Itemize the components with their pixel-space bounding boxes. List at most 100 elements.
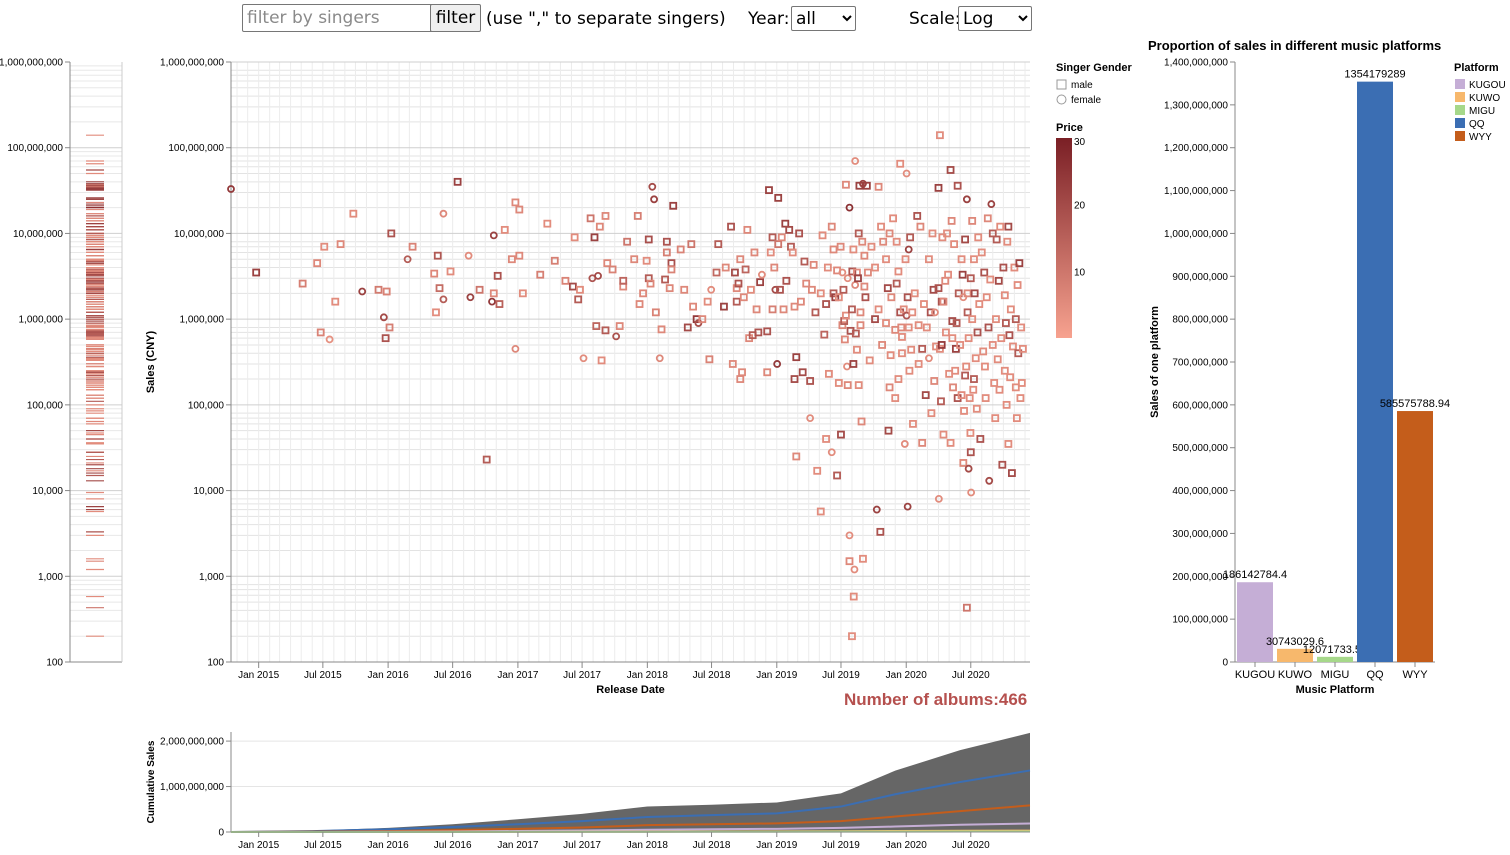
data-point-male [990, 379, 999, 387]
cum-x-tick-label: Jul 2020 [952, 840, 990, 851]
data-point-male [859, 554, 867, 563]
bar-x-axis-title: Music Platform [1296, 684, 1375, 696]
data-point-male [1013, 281, 1022, 289]
data-point-male [792, 353, 801, 362]
data-point-male [1012, 414, 1021, 423]
price-legend-tick: 30 [1074, 137, 1086, 148]
data-point-male [974, 233, 983, 242]
singer-filter-input[interactable] [242, 4, 434, 32]
data-point-male [776, 285, 784, 294]
data-point-male [750, 248, 759, 257]
data-point-male [714, 240, 723, 249]
filter-button[interactable]: filter [430, 4, 481, 32]
data-point-male [754, 328, 763, 337]
data-point-male [891, 394, 900, 402]
data-point-male [876, 527, 885, 536]
data-point-male [995, 385, 1004, 394]
bar-y-tick-label: 300,000,000 [1172, 529, 1228, 540]
data-point-male [838, 321, 847, 330]
bar-y-tick-label: 1,000,000,000 [1164, 229, 1228, 240]
data-point-male [408, 242, 417, 251]
data-point-female [358, 287, 367, 296]
data-point-male [543, 219, 552, 228]
data-point-female [934, 494, 943, 503]
data-point-male [1016, 394, 1025, 402]
cum-x-tick-label: Jul 2018 [693, 840, 731, 851]
data-point-male [944, 270, 952, 279]
data-point-male [1002, 400, 1011, 409]
data-point-male [475, 285, 484, 294]
price-color-ramp [1056, 138, 1072, 338]
data-point-male [768, 305, 777, 314]
data-point-male [834, 379, 843, 387]
data-point-female [655, 354, 664, 363]
data-point-male [986, 275, 995, 284]
y-tick-label: 1,000,000 [180, 315, 225, 326]
bar-value-label: 186142784.4 [1223, 569, 1287, 581]
data-point-male [806, 377, 815, 385]
data-point-male [988, 341, 997, 349]
data-point-male [999, 263, 1008, 272]
data-point-male [906, 233, 915, 242]
data-point-male [946, 166, 955, 174]
data-point-male [385, 323, 394, 332]
data-point-male [848, 305, 856, 314]
data-point-male [861, 293, 870, 302]
cum-x-tick-label: Jul 2015 [304, 840, 342, 851]
data-point-female [843, 274, 852, 283]
data-point-male [1017, 323, 1026, 332]
data-point-male [597, 356, 606, 365]
data-point-male [349, 209, 358, 218]
data-point-male [860, 251, 869, 260]
x-tick-label: Jan 2019 [756, 670, 798, 681]
bar-y-axis-title: Sales of one platform [1149, 306, 1161, 418]
data-point-male [313, 259, 322, 268]
data-point-male [807, 285, 816, 294]
data-point-male [734, 279, 743, 288]
data-point-male [1019, 344, 1027, 353]
platform-bar [1397, 411, 1433, 662]
data-point-male [779, 305, 788, 314]
data-point-female [962, 195, 971, 204]
data-point-male [515, 205, 524, 214]
data-point-male [298, 279, 307, 288]
year-select[interactable]: all [791, 6, 856, 31]
data-point-male [898, 333, 906, 341]
data-point-male [908, 308, 917, 317]
data-point-male [657, 325, 666, 334]
data-point-male [1015, 259, 1024, 268]
data-point-male [603, 259, 612, 268]
cum-x-tick-label: Jan 2018 [627, 840, 669, 851]
platform-bar [1237, 582, 1273, 662]
data-point-male [977, 248, 986, 257]
data-point-male [896, 159, 905, 168]
data-point-male [874, 305, 883, 314]
data-point-female [227, 185, 235, 193]
y-axis-title: Sales (CNY) [145, 330, 157, 393]
y-tick-label: 100 [207, 658, 224, 669]
data-point-male [683, 323, 692, 332]
strip-y-tick-label: 100,000 [27, 400, 64, 411]
data-point-male [720, 302, 728, 311]
data-point-male [904, 323, 913, 332]
data-point-male [798, 368, 807, 377]
data-point-male [885, 229, 894, 238]
data-point-female [489, 231, 498, 240]
data-point-female [694, 319, 703, 327]
data-point-male [800, 257, 809, 266]
data-point-male [948, 317, 957, 325]
data-point-female [850, 565, 859, 574]
data-point-male [816, 289, 825, 298]
data-point-male [741, 265, 750, 274]
cum-x-tick-label: Jan 2019 [756, 840, 798, 851]
data-point-male [1001, 319, 1010, 327]
data-point-female [466, 293, 475, 302]
data-point-male [1006, 373, 1015, 382]
data-point-male [601, 326, 610, 335]
data-point-female [959, 293, 968, 302]
data-point-male [966, 429, 975, 437]
scale-select[interactable]: Log [958, 6, 1032, 31]
platform-bar [1317, 656, 1353, 662]
data-point-male [956, 341, 965, 349]
